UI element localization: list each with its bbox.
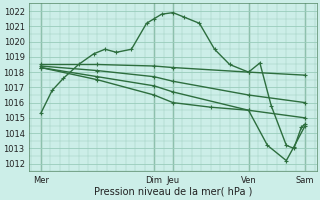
X-axis label: Pression niveau de la mer( hPa ): Pression niveau de la mer( hPa ) <box>94 187 252 197</box>
